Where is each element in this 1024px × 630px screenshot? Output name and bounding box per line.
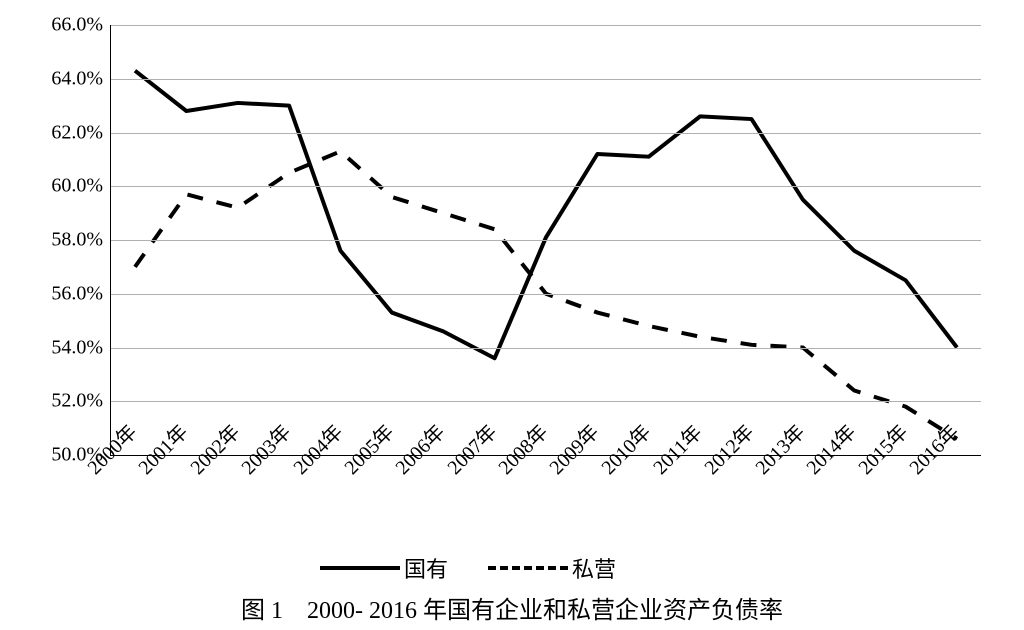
y-tick-label: 54.0% [51, 336, 111, 359]
legend-label: 国有 [404, 552, 448, 584]
legend: 国有 私营 [320, 552, 616, 584]
gridline [111, 294, 981, 295]
y-tick-label: 58.0% [51, 229, 111, 252]
series-line-私营 [135, 151, 957, 439]
legend-item: 国有 [320, 552, 448, 584]
chart-container: 50.0%52.0%54.0%56.0%58.0%60.0%62.0%64.0%… [0, 0, 1024, 630]
legend-swatch-icon [320, 566, 400, 570]
gridline [111, 240, 981, 241]
legend-item: 私营 [488, 552, 616, 584]
plot-area: 50.0%52.0%54.0%56.0%58.0%60.0%62.0%64.0%… [110, 25, 981, 456]
gridline [111, 79, 981, 80]
y-tick-label: 56.0% [51, 282, 111, 305]
figure-caption: 图 1 2000- 2016 年国有企业和私营企业资产负债率 [0, 590, 1024, 625]
y-tick-label: 60.0% [51, 175, 111, 198]
series-line-国有 [135, 71, 957, 359]
gridline [111, 401, 981, 402]
gridline [111, 133, 981, 134]
y-tick-label: 64.0% [51, 67, 111, 90]
y-tick-label: 66.0% [51, 14, 111, 37]
legend-swatch-icon [488, 566, 568, 570]
gridline [111, 348, 981, 349]
y-tick-label: 62.0% [51, 121, 111, 144]
legend-label: 私营 [572, 552, 616, 584]
y-tick-label: 52.0% [51, 390, 111, 413]
gridline [111, 186, 981, 187]
gridline [111, 25, 981, 26]
